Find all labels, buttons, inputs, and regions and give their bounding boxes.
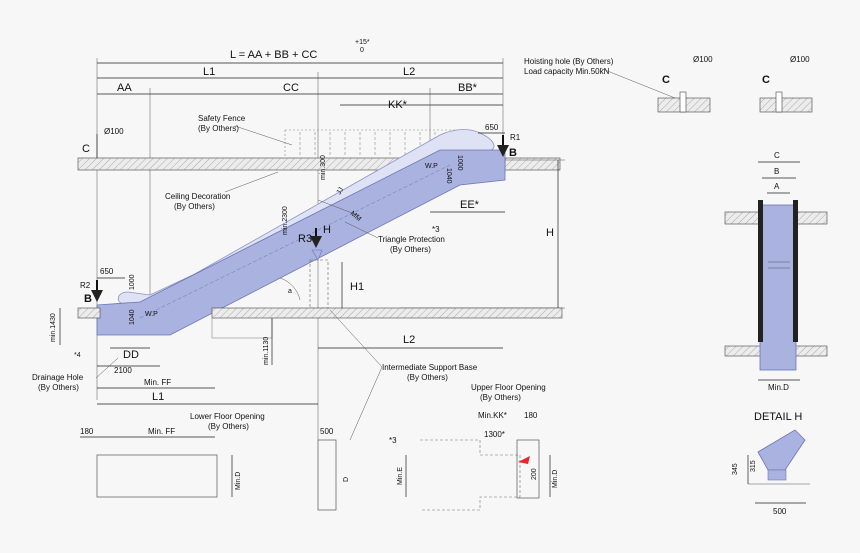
dim-diameter-100-left: Ø100 [104, 127, 124, 136]
plan-view: Lower Floor Opening (By Others) Upper Fl… [80, 383, 559, 511]
dim-1000-top: 1000 [456, 155, 463, 171]
plan-dim-minD-left: Min.D [235, 472, 242, 490]
dim-DD: DD [123, 349, 139, 361]
dim-B-bottom: B [84, 293, 92, 305]
dim-2100: 2100 [114, 366, 132, 375]
star4-note: *4 [74, 352, 81, 359]
dim-C-left: C [82, 143, 90, 155]
dim-R1: R1 [510, 133, 521, 142]
dim-JJ: JJ [336, 186, 346, 196]
dim-H-label: H [323, 224, 331, 236]
dim-H: H [546, 227, 554, 239]
dim-L1-top: L1 [203, 66, 215, 78]
dim-R2: R2 [80, 281, 91, 290]
dim-min1430: min.1430 [50, 313, 57, 342]
plan-dim-180-right: 180 [524, 411, 538, 420]
dim-angle-a: a [288, 288, 292, 295]
hoist-C-1: C [662, 74, 670, 86]
drainage-hole-label: Drainage Hole [32, 373, 84, 382]
formula-tolerance-zero: 0 [360, 47, 364, 54]
detail-h: DETAIL H 345 315 500 [732, 411, 810, 516]
dim-1000-bottom: 1000 [129, 274, 136, 290]
safety-fence-label: Safety Fence [198, 114, 246, 123]
dim-650-bottom: 650 [100, 267, 114, 276]
hoist-diameter-1: Ø100 [693, 55, 713, 64]
detail-dim-345: 345 [732, 463, 739, 475]
dim-EE: EE* [460, 199, 480, 211]
wp-bottom: W.P [145, 311, 158, 318]
dim-BB: BB* [458, 82, 478, 94]
star3-note: *3 [432, 225, 440, 234]
intermediate-support-label: Intermediate Support Base [382, 363, 478, 372]
ceiling-decoration-label: Ceiling Decoration [165, 192, 230, 201]
dim-KK: KK* [388, 99, 408, 111]
dim-min1130: min.1130 [263, 337, 270, 365]
dim-min300: min.300 [320, 155, 327, 180]
wp-top: W.P [425, 163, 438, 170]
plan-dim-minFF: Min. FF [148, 427, 175, 436]
lower-floor-opening-by-label: (By Others) [208, 422, 249, 431]
escalator-truss [96, 129, 506, 336]
hoist-diameter-2: Ø100 [790, 55, 810, 64]
plan-dim-minE: Min.E [397, 467, 404, 485]
hoisting-hole-label: Hoisting hole (By Others) [524, 57, 614, 66]
section-minD: Min.D [768, 383, 789, 392]
triangle-protection-label: Triangle Protection [378, 235, 445, 244]
dim-650-top: 650 [485, 123, 499, 132]
red-arrow [518, 456, 530, 464]
dim-1040-top: 1040 [445, 168, 452, 184]
plan-dim-1300: 1300* [484, 430, 505, 439]
load-capacity-label: Load capacity Min.50kN [524, 67, 610, 76]
dim-minFF: Min. FF [144, 378, 171, 387]
dim-1040-bottom: 1040 [129, 309, 136, 325]
safety-fence-by-label: (By Others) [198, 124, 239, 133]
drainage-hole-by-label: (By Others) [38, 383, 79, 392]
triangle-protection-by-label: (By Others) [390, 245, 431, 254]
plan-dim-minD-right: Min.D [552, 470, 559, 488]
section-B: B [774, 167, 779, 176]
cross-section: C B A Min.D [724, 151, 828, 392]
plan-star3: *3 [389, 436, 397, 445]
plan-dim-D: D [343, 477, 350, 482]
formula-tolerance-plus: +15* [355, 39, 370, 46]
section-C: C [774, 151, 780, 160]
plan-dim-200: 200 [531, 468, 538, 480]
dim-L2-bottom: L2 [403, 334, 415, 346]
hoisting-hole-detail: Hoisting hole (By Others) Load capacity … [524, 55, 813, 113]
plan-dim-180-left: 180 [80, 427, 94, 436]
hoist-C-2: C [762, 74, 770, 86]
dim-AA: AA [117, 82, 132, 94]
lower-landing: R2 B 650 1000 1040 W.P min.1430 min.1130… [32, 267, 563, 441]
dim-min2300: min.2300 [282, 206, 289, 235]
dim-R3: R3 [298, 233, 312, 245]
detail-h-title: DETAIL H [754, 411, 802, 423]
detail-dim-500: 500 [773, 507, 787, 516]
upper-floor-opening-by-label: (By Others) [480, 393, 521, 402]
plan-dim-minKK: Min.KK* [478, 411, 507, 420]
dim-L2-top: L2 [403, 66, 415, 78]
detail-dim-315: 315 [750, 460, 757, 472]
intermediate-support-by-label: (By Others) [407, 373, 448, 382]
dim-CC: CC [283, 82, 299, 94]
section-A: A [774, 182, 780, 191]
upper-floor-opening-label: Upper Floor Opening [471, 383, 546, 392]
lower-floor-opening-label: Lower Floor Opening [190, 412, 265, 421]
dim-B-top: B [509, 147, 517, 159]
ceiling-decoration-by-label: (By Others) [174, 202, 215, 211]
intermediate-support: R3 H H1 a [279, 224, 364, 309]
length-formula: L = AA + BB + CC [230, 49, 317, 61]
plan-dim-500: 500 [320, 427, 334, 436]
dim-L1-bottom: L1 [152, 391, 164, 403]
dim-H1: H1 [350, 281, 364, 293]
upper-landing-dims: 650 R1 B 1000 1040 W.P min.300 min.2300 … [282, 123, 521, 254]
